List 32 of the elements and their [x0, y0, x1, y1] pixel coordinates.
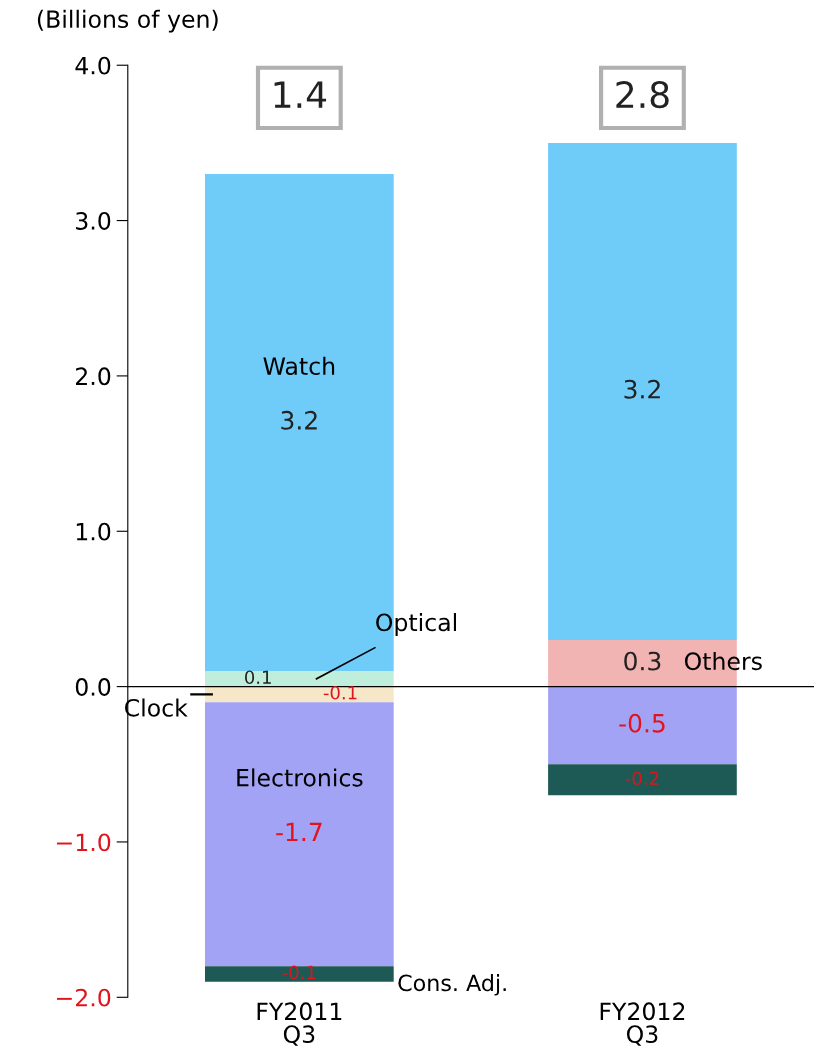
- bar: [548, 764, 737, 796]
- x-tick-label: FY2012 Q3: [600, 1002, 685, 1046]
- y-axis-title: (Billions of yen): [37, 9, 218, 33]
- bar: [205, 671, 394, 687]
- data-label: 3.2: [624, 379, 660, 399]
- series-label: Cons. Adj.: [398, 974, 506, 996]
- series-label: Watch: [263, 356, 335, 375]
- y-tick-label: 1.0: [76, 522, 111, 541]
- y-tick-label: −1.0: [56, 833, 111, 852]
- total-label: 1.4: [274, 81, 327, 108]
- series-label: Electronics: [237, 768, 363, 787]
- data-label: -0.2: [625, 771, 659, 786]
- bar: [205, 686, 394, 703]
- y-tick-label: 2.0: [76, 367, 111, 386]
- bar: [205, 966, 394, 982]
- data-label: -0.1: [323, 685, 357, 700]
- data-label: 0.3: [624, 651, 661, 671]
- data-label: 3.2: [281, 410, 317, 430]
- y-tick-label: −2.0: [56, 988, 111, 1007]
- data-label: -0.1: [282, 965, 316, 980]
- data-label: 0.1: [245, 670, 271, 685]
- y-tick-label: 0.0: [75, 678, 111, 696]
- x-tick-label: FY2011 Q3: [257, 1002, 342, 1046]
- y-tick-label: 3.0: [76, 212, 111, 230]
- total-label: 2.8: [616, 81, 669, 109]
- data-label: -1.7: [276, 822, 322, 842]
- bar: [205, 702, 394, 967]
- series-label: Others: [684, 651, 762, 671]
- bar: [548, 142, 737, 640]
- y-tick-label: 4.0: [75, 56, 111, 75]
- data-label: -0.5: [619, 713, 665, 733]
- bar: [548, 686, 737, 765]
